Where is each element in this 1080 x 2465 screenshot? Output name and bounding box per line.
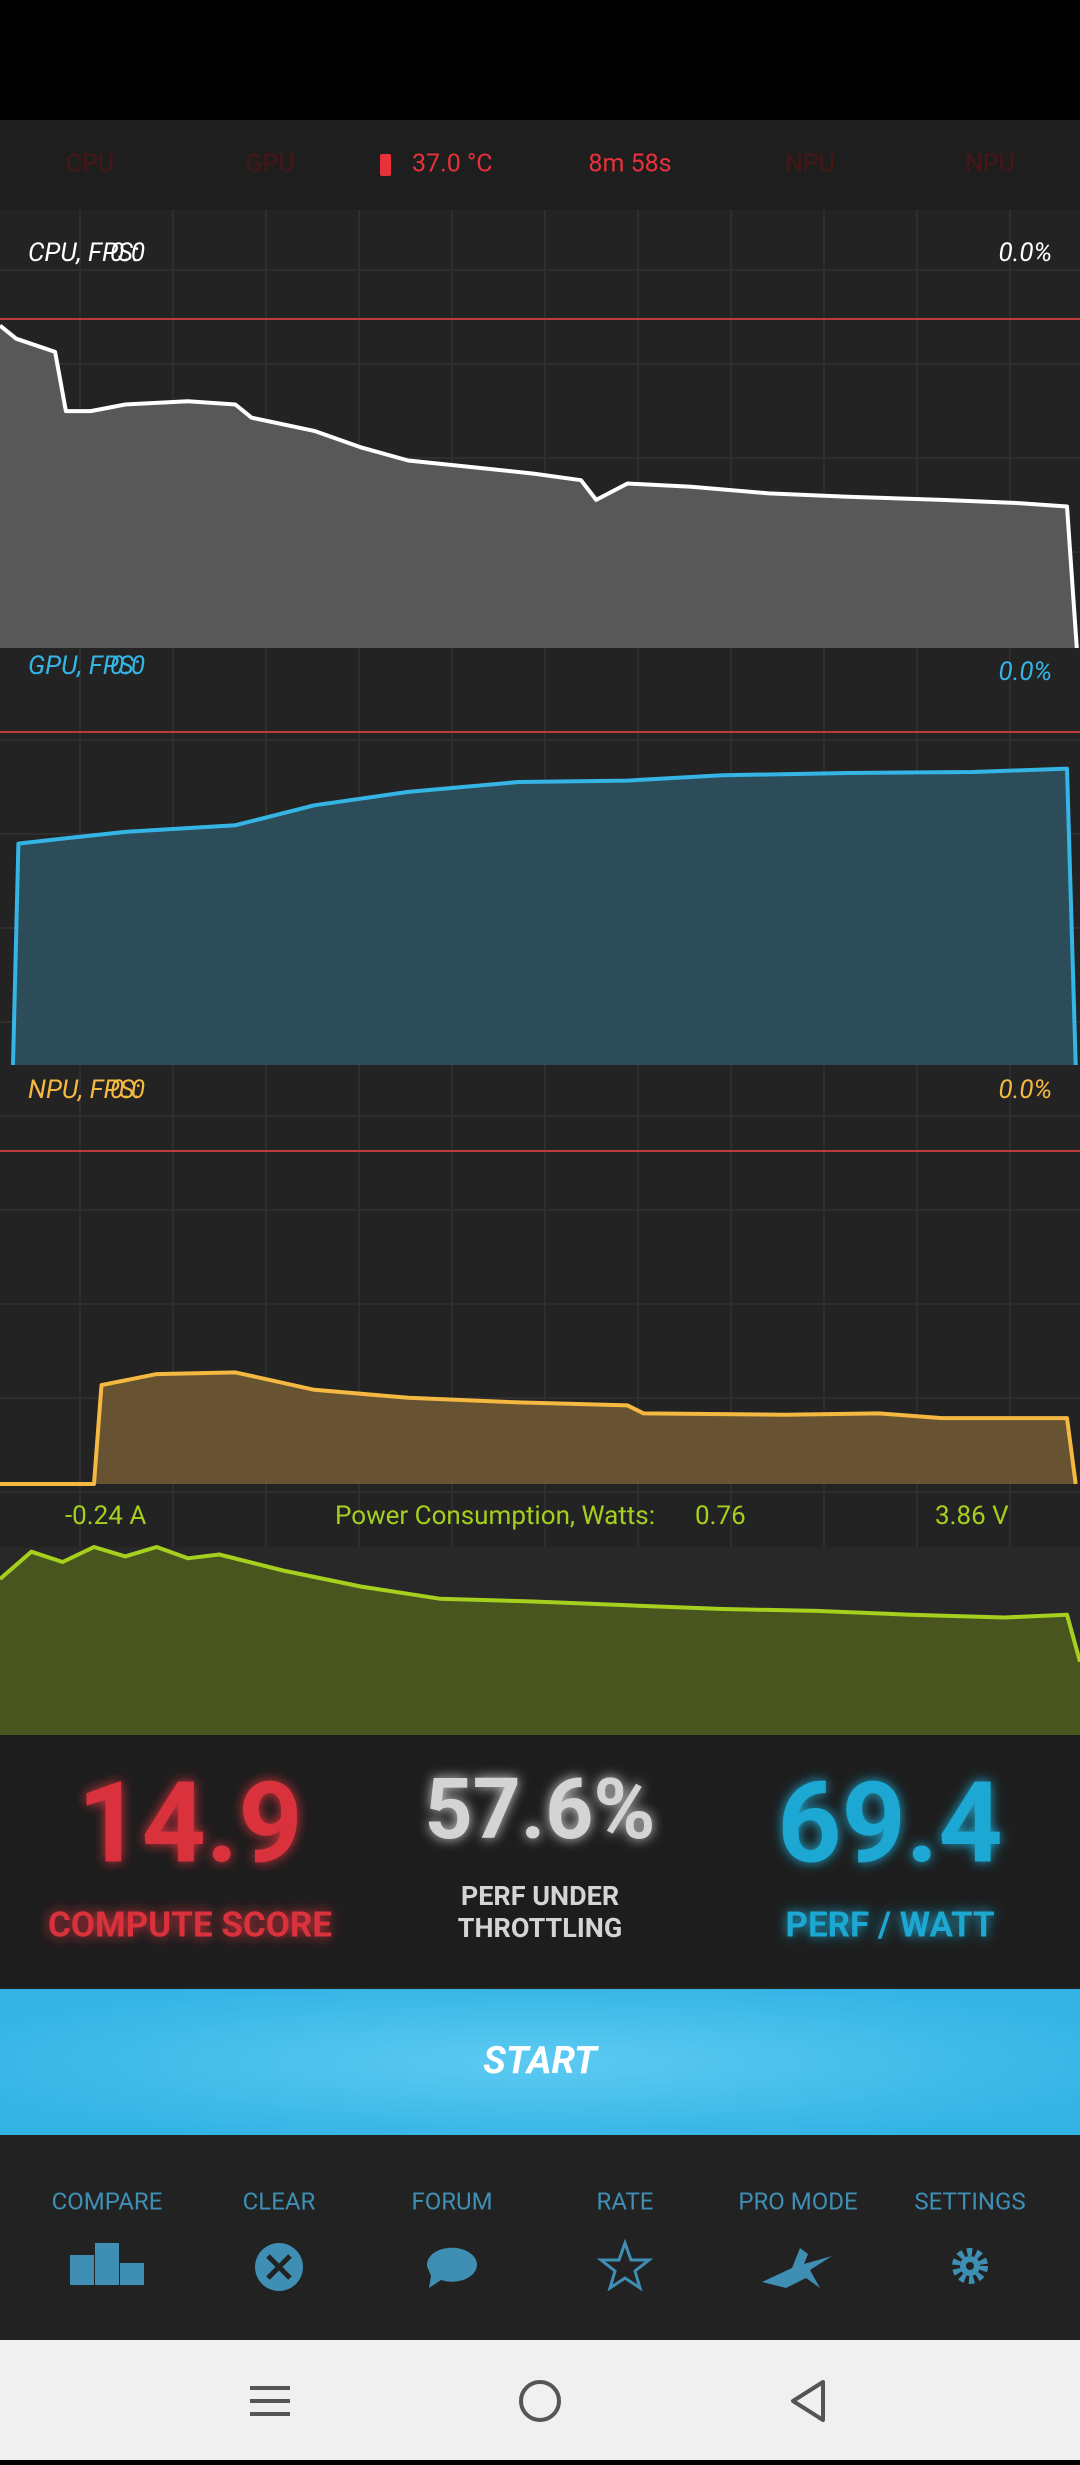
perf-watt-score: 69.4 [777,1759,1002,1890]
chart-title: CPU, FPS: [28,238,139,268]
perf-watt-label: PERF / WATT [785,1904,994,1945]
data-line [0,1545,1080,1663]
throttling-score: 57.6% [424,1760,655,1859]
load-value: 0.0% [999,1075,1052,1105]
fps-value: 0.0 [110,1075,145,1105]
watts-value: 0.76 [695,1501,746,1531]
area-fill [12,768,1076,1065]
menu-label[interactable]: FORUM [411,2187,492,2215]
score-panel [0,1735,1080,1987]
forum-icon[interactable] [426,2247,477,2288]
menu-label[interactable]: COMPARE [52,2187,163,2215]
chart-title: Power Consumption, Watts: [335,1501,655,1531]
menu-items: COMPARE CLEAR FORUM RATE PRO MODE SETTINGS [52,2187,1026,2215]
bottom-menu [0,2135,1080,2340]
voltage: 3.86 V [935,1501,1009,1531]
menu-label[interactable]: SETTINGS [914,2187,1025,2215]
npu-indicator: NPU [785,150,835,179]
system-nav-bar [0,2340,1080,2460]
clear-icon[interactable] [255,2243,303,2291]
header-row [0,120,1080,210]
cpu-indicator: CPU [66,150,114,179]
area-fill [0,1372,1076,1484]
compute-score-label: COMPUTE SCORE [48,1904,332,1945]
pro-mode-icon[interactable] [762,2248,832,2288]
temperature: 37.0 °C [412,150,493,179]
recents-button[interactable] [250,2386,290,2416]
area-fill [0,1547,1080,1735]
start-label[interactable]: START [483,2039,599,2083]
charts [0,318,1080,1735]
compute-score: 14.9 [77,1759,302,1890]
gpu-indicator: GPU [245,150,294,179]
fps-value: 0.0 [110,651,145,681]
throttling-label: THROTTLING [458,1912,622,1944]
data-line [0,324,1079,649]
compare-icon[interactable] [70,2243,144,2285]
chart-title: NPU, FPS: [28,1075,141,1105]
load-value: 0.0% [999,238,1052,268]
settings-icon[interactable] [952,2248,988,2284]
chart-title: GPU, FPS: [28,651,140,681]
load-value: 0.0% [999,657,1052,687]
elapsed-time: 8m 58s [588,150,671,179]
menu-label[interactable]: CLEAR [243,2187,316,2215]
menu-label[interactable]: RATE [597,2187,654,2215]
home-button[interactable] [519,2380,561,2422]
current: -0.24 A [65,1501,146,1531]
status-bar [0,0,1080,120]
back-button[interactable] [791,2380,825,2422]
throttling-label: PERF UNDER [461,1880,619,1912]
rate-icon[interactable] [596,2238,654,2292]
area-fill [0,325,1077,648]
fps-value: 0.0 [110,238,145,268]
menu-label[interactable]: PRO MODE [738,2187,857,2215]
data-line [0,1370,1078,1486]
data-line [11,766,1078,1066]
start-button[interactable] [0,1989,1080,2135]
battery-icon [380,154,391,176]
npu-indicator: NPU [965,150,1015,179]
